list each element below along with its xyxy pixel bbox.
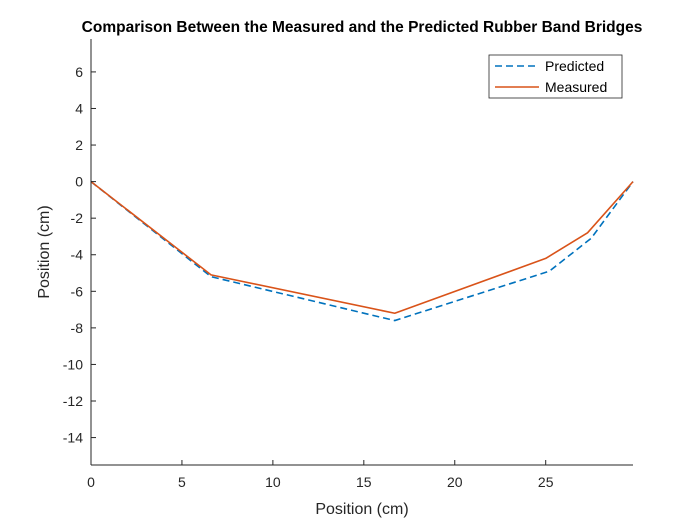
y-tick-label: -10: [63, 356, 83, 372]
y-axis-title: Position (cm): [36, 205, 53, 298]
x-tick-label: 20: [447, 474, 463, 490]
y-tick-label: -8: [71, 320, 84, 336]
y-tick-label: 2: [75, 137, 83, 153]
y-tick-label: 6: [75, 64, 83, 80]
x-tick-label: 25: [538, 474, 554, 490]
x-tick-label: 5: [178, 474, 186, 490]
y-tick-label: -12: [63, 393, 83, 409]
plot-area: [91, 39, 633, 465]
legend-label-measured: Measured: [545, 79, 607, 95]
x-axis-title: Position (cm): [315, 501, 408, 518]
x-tick-label: 10: [265, 474, 281, 490]
legend-label-predicted: Predicted: [545, 58, 604, 74]
y-tick-label: -14: [63, 430, 83, 446]
chart-title: Comparison Between the Measured and the …: [82, 19, 643, 36]
series-line-measured: [90, 180, 634, 315]
series-line-predicted: [90, 180, 634, 322]
y-tick-label: -4: [71, 247, 84, 263]
x-tick-label: 0: [87, 474, 95, 490]
y-tick-label: -2: [71, 210, 84, 226]
x-tick-label: 15: [356, 474, 372, 490]
y-tick-label: 4: [75, 100, 83, 116]
series-layer: [90, 180, 634, 322]
legend: Predicted Measured: [488, 54, 623, 99]
y-tick-label: -6: [71, 283, 84, 299]
y-tick-label: 0: [75, 174, 83, 190]
legend-box: [488, 54, 623, 99]
